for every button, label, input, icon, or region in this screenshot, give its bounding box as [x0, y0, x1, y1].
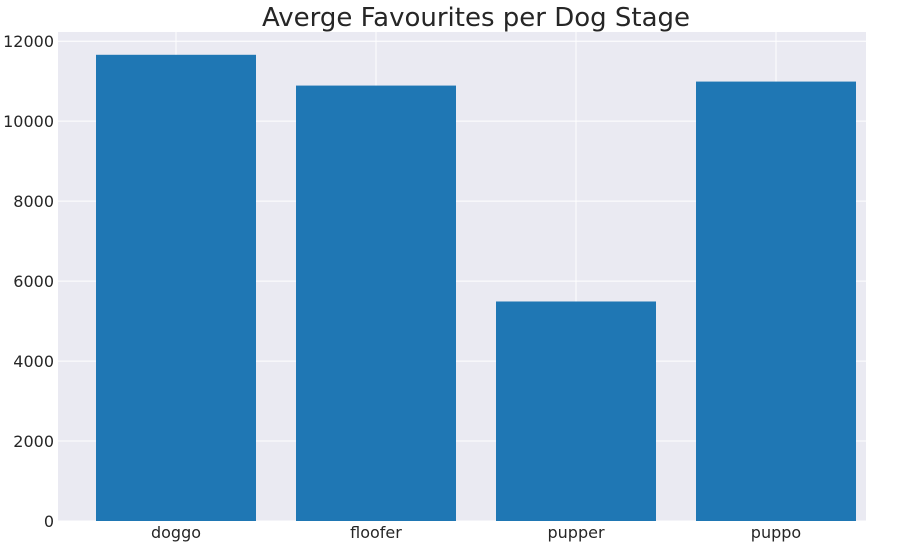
y-tick-label: 10000: [3, 112, 54, 131]
y-tick-label: 4000: [13, 352, 54, 371]
chart-title: Averge Favourites per Dog Stage: [262, 3, 690, 33]
bar-pupper: [496, 301, 656, 521]
y-tick-label: 2000: [13, 432, 54, 451]
bar-doggo: [96, 54, 256, 521]
y-tick-label: 0: [44, 512, 54, 531]
y-tick-label: 6000: [13, 272, 54, 291]
bar-floofer: [296, 85, 456, 521]
x-tick-label-puppo: puppo: [751, 523, 801, 542]
y-axis-tick-labels: 0 2000 4000 6000 8000 10000 12000: [3, 32, 54, 531]
y-tick-label: 12000: [3, 32, 54, 51]
x-axis-tick-labels: doggo floofer pupper puppo: [151, 523, 801, 542]
y-tick-label: 8000: [13, 192, 54, 211]
bar-puppo: [696, 81, 856, 522]
x-tick-label-floofer: floofer: [350, 523, 402, 542]
bars: [96, 54, 856, 522]
x-tick-label-pupper: pupper: [547, 523, 604, 542]
x-tick-label-doggo: doggo: [151, 523, 201, 542]
